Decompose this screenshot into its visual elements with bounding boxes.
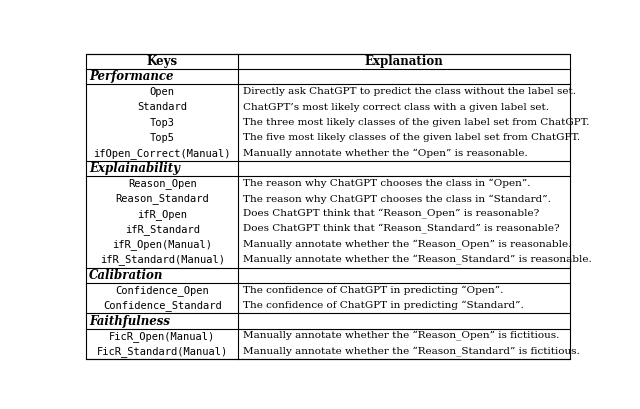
Text: The confidence of ChatGPT in predicting “Open”.: The confidence of ChatGPT in predicting … (243, 286, 504, 295)
Text: Manually annotate whether the “Open” is reasonable.: Manually annotate whether the “Open” is … (243, 148, 528, 158)
Text: The five most likely classes of the given label set from ChatGPT.: The five most likely classes of the give… (243, 133, 580, 142)
Text: ChatGPT’s most likely correct class with a given label set.: ChatGPT’s most likely correct class with… (243, 103, 549, 112)
Text: Confidence_Standard: Confidence_Standard (103, 300, 221, 311)
Text: FicR_Open(Manual): FicR_Open(Manual) (109, 331, 215, 342)
Text: Does ChatGPT think that “Reason_Open” is reasonable?: Does ChatGPT think that “Reason_Open” is… (243, 209, 540, 219)
Text: Manually annotate whether the “Reason_Open” is fictitious.: Manually annotate whether the “Reason_Op… (243, 331, 560, 342)
Text: Reason_Open: Reason_Open (128, 178, 196, 189)
Text: FicR_Standard(Manual): FicR_Standard(Manual) (97, 346, 228, 357)
Text: ifR_Open(Manual): ifR_Open(Manual) (112, 239, 212, 250)
Text: Calibration: Calibration (89, 269, 163, 282)
Text: Confidence_Open: Confidence_Open (115, 285, 209, 296)
Text: The reason why ChatGPT chooses the class in “Open”.: The reason why ChatGPT chooses the class… (243, 179, 531, 188)
Text: Explanation: Explanation (365, 55, 444, 68)
Text: Explainability: Explainability (89, 162, 180, 175)
Text: ifR_Standard: ifR_Standard (125, 224, 200, 235)
Text: ifOpen_Correct(Manual): ifOpen_Correct(Manual) (93, 148, 231, 159)
Text: Keys: Keys (147, 55, 178, 68)
Text: Top3: Top3 (150, 117, 175, 128)
Text: Performance: Performance (89, 70, 173, 83)
Text: ifR_Standard(Manual): ifR_Standard(Manual) (100, 254, 225, 265)
Text: Standard: Standard (137, 102, 187, 112)
Text: Reason_Standard: Reason_Standard (115, 193, 209, 204)
Text: Top5: Top5 (150, 133, 175, 143)
Text: Faithfulness: Faithfulness (89, 315, 170, 328)
Text: Open: Open (150, 87, 175, 97)
Text: The confidence of ChatGPT in predicting “Standard”.: The confidence of ChatGPT in predicting … (243, 301, 524, 310)
Text: Directly ask ChatGPT to predict the class without the label set.: Directly ask ChatGPT to predict the clas… (243, 88, 577, 97)
Text: Does ChatGPT think that “Reason_Standard” is reasonable?: Does ChatGPT think that “Reason_Standard… (243, 225, 560, 234)
Text: Manually annotate whether the “Reason_Standard” is reasonable.: Manually annotate whether the “Reason_St… (243, 255, 592, 265)
Text: Manually annotate whether the “Reason_Open” is reasonable.: Manually annotate whether the “Reason_Op… (243, 240, 572, 250)
Text: Manually annotate whether the “Reason_Standard” is fictitious.: Manually annotate whether the “Reason_St… (243, 347, 580, 357)
Text: The reason why ChatGPT chooses the class in “Standard”.: The reason why ChatGPT chooses the class… (243, 194, 551, 204)
Text: ifR_Open: ifR_Open (137, 209, 187, 220)
Text: The three most likely classes of the given label set from ChatGPT.: The three most likely classes of the giv… (243, 118, 590, 127)
